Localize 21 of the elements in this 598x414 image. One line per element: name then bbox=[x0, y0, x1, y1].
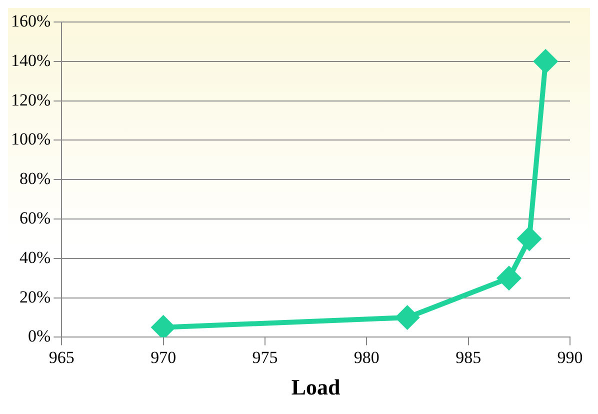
x-axis-title: Load bbox=[291, 374, 340, 400]
point bbox=[518, 227, 541, 250]
y-tick-label: 140% bbox=[10, 50, 51, 70]
y-tick-label: 60% bbox=[19, 208, 51, 228]
point bbox=[152, 316, 175, 338]
x-tick-label: 985 bbox=[456, 348, 482, 367]
point bbox=[534, 50, 558, 73]
x-tick-label: 990 bbox=[557, 348, 583, 367]
y-tick-label: 40% bbox=[19, 248, 51, 267]
y-tick-label: 20% bbox=[19, 287, 51, 306]
y-tick-label: 80% bbox=[19, 169, 51, 188]
x-tick-label: 975 bbox=[252, 348, 278, 367]
x-tick-label: 965 bbox=[48, 348, 74, 367]
point bbox=[396, 306, 419, 329]
y-tick-label: 160% bbox=[10, 11, 51, 30]
y-tick-label: 100% bbox=[10, 130, 51, 149]
y-tick-label: 120% bbox=[10, 90, 51, 110]
x-tick-label: 970 bbox=[150, 348, 176, 367]
x-tick-label: 980 bbox=[354, 348, 380, 367]
y-tick-label: 0% bbox=[28, 326, 51, 346]
point bbox=[498, 266, 520, 290]
